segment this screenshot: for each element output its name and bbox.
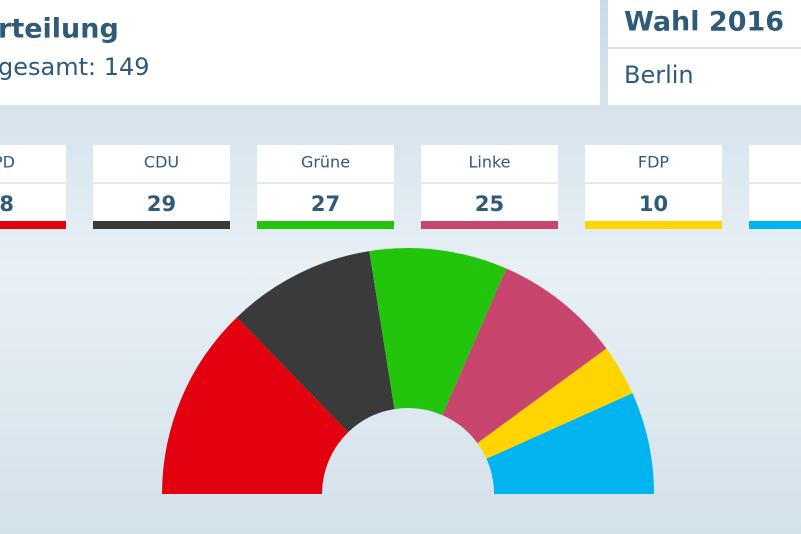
- card: [421, 145, 558, 229]
- seat-count: 25: [475, 192, 504, 216]
- party-name: FDP: [638, 153, 670, 172]
- title-panel: [0, 0, 600, 105]
- election-place: Berlin: [624, 61, 694, 89]
- card-color-bar: [93, 221, 230, 229]
- info-panel: [608, 0, 801, 105]
- chart-title: rteilung: [0, 14, 119, 45]
- seat-segment: [486, 393, 654, 494]
- seat-count: 27: [311, 192, 340, 216]
- seat-count: 10: [639, 192, 668, 216]
- card: [93, 145, 230, 229]
- card-color-bar: [421, 221, 558, 229]
- seat-segment: [369, 247, 507, 416]
- card-color-bar: [585, 221, 722, 229]
- party-name: Linke: [468, 153, 510, 172]
- party-name: CDU: [144, 153, 179, 172]
- card: [749, 145, 801, 229]
- party-name: PD: [0, 153, 15, 172]
- seat-segment: [442, 268, 607, 444]
- card: [257, 145, 394, 229]
- card: [585, 145, 722, 229]
- seat-segment: [236, 251, 395, 433]
- seat-segment: [162, 317, 349, 494]
- card: [0, 145, 66, 229]
- card-color-bar: [257, 221, 394, 229]
- card-color-bar: [749, 221, 801, 229]
- seat-count: 29: [147, 192, 176, 216]
- card-color-bar: [0, 221, 66, 229]
- party-name: Grüne: [301, 153, 350, 172]
- seat-count: 38: [0, 192, 14, 216]
- seat-segment: [477, 348, 633, 459]
- chart-subtitle: gesamt: 149: [0, 53, 150, 81]
- election-title: Wahl 2016: [624, 7, 784, 38]
